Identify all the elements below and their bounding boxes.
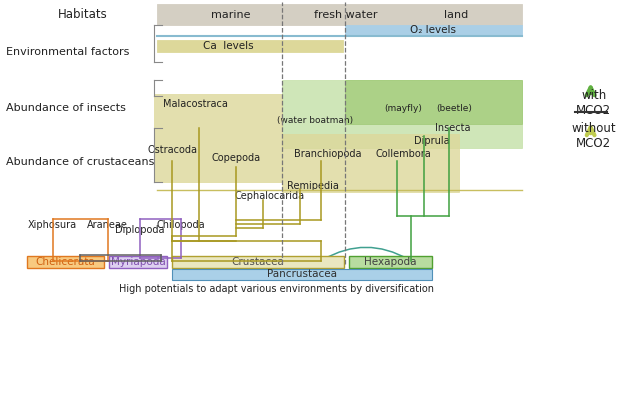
Bar bbox=[345, 25, 522, 36]
Text: Myriapoda: Myriapoda bbox=[110, 257, 166, 267]
Text: O₂ levels: O₂ levels bbox=[410, 25, 456, 35]
Text: without
MCO2: without MCO2 bbox=[571, 122, 616, 150]
Bar bbox=[157, 40, 343, 52]
Text: Cephalocarida: Cephalocarida bbox=[234, 191, 305, 201]
Text: Chelicerata: Chelicerata bbox=[35, 257, 96, 267]
Text: Pancrustacea: Pancrustacea bbox=[267, 270, 337, 279]
Text: Abundance of insects: Abundance of insects bbox=[6, 103, 126, 113]
Bar bbox=[345, 80, 522, 124]
Bar bbox=[349, 256, 432, 268]
Text: Habitats: Habitats bbox=[58, 8, 108, 21]
Text: Ca  levels: Ca levels bbox=[203, 41, 253, 51]
Text: Insecta: Insecta bbox=[435, 123, 471, 133]
Text: Crustacea: Crustacea bbox=[232, 257, 284, 267]
Text: fresh water: fresh water bbox=[314, 10, 377, 20]
Bar bbox=[172, 256, 344, 268]
Bar bbox=[172, 269, 432, 280]
Bar bbox=[27, 256, 104, 268]
Text: Xiphosura: Xiphosura bbox=[28, 220, 77, 230]
Text: Collembora: Collembora bbox=[376, 148, 431, 158]
Bar bbox=[154, 94, 282, 182]
Text: (beetle): (beetle) bbox=[437, 104, 473, 113]
Text: (water boatman): (water boatman) bbox=[277, 116, 352, 124]
Text: Diprula: Diprula bbox=[413, 136, 449, 146]
Text: (mayfly): (mayfly) bbox=[385, 104, 422, 113]
Bar bbox=[157, 4, 522, 25]
Bar bbox=[282, 134, 459, 192]
Text: with
MCO2: with MCO2 bbox=[577, 89, 611, 117]
Bar bbox=[109, 256, 167, 268]
Text: Malacostraca: Malacostraca bbox=[163, 99, 229, 109]
Text: High potentials to adapt various environments by diversification: High potentials to adapt various environ… bbox=[119, 284, 433, 294]
Text: Ostracoda: Ostracoda bbox=[147, 144, 197, 154]
Text: land: land bbox=[444, 10, 468, 20]
Text: Abundance of crustaceans: Abundance of crustaceans bbox=[6, 157, 155, 167]
Text: marine: marine bbox=[211, 10, 251, 20]
Text: Araneae: Araneae bbox=[87, 220, 128, 230]
Text: Branchiopoda: Branchiopoda bbox=[293, 148, 361, 158]
Text: Chilopoda: Chilopoda bbox=[157, 220, 205, 230]
Text: Hexapoda: Hexapoda bbox=[364, 257, 417, 267]
Text: Copepoda: Copepoda bbox=[212, 153, 261, 163]
Text: Diplopoda: Diplopoda bbox=[115, 226, 165, 235]
Text: Environmental factors: Environmental factors bbox=[6, 47, 130, 57]
Bar bbox=[282, 80, 522, 148]
Text: Remipedia: Remipedia bbox=[288, 181, 339, 190]
